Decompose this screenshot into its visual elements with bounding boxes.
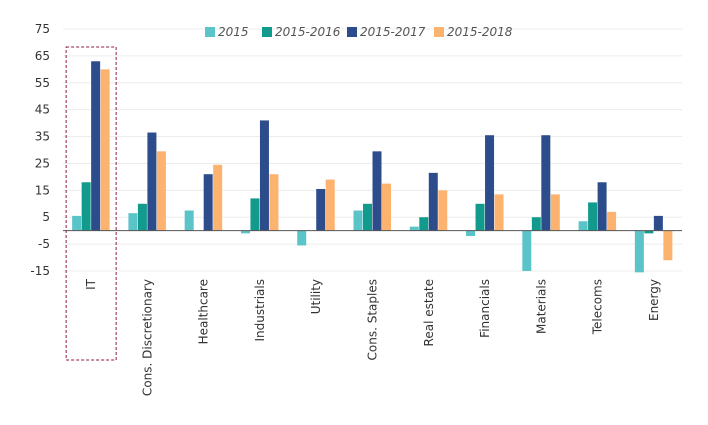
bar-2015-2018-healthcare [213, 164, 223, 231]
category-label: Utility [309, 279, 323, 314]
bar-2015-healthcare [184, 210, 194, 231]
bar-2015-2017-utility [316, 188, 326, 231]
y-tick-label: 35 [35, 130, 50, 144]
category-label: Industrials [253, 279, 267, 342]
bar-2015-cons-staples [353, 210, 363, 231]
category-label: Real estate [422, 279, 436, 346]
legend-label: 2015 [218, 25, 249, 39]
legend-label: 2015-2017 [360, 25, 426, 39]
bar-2015-cons-discretionary [128, 213, 138, 231]
bar-2015-2016-industrials [250, 198, 260, 231]
bar-2015-2016-cons-discretionary [137, 203, 147, 231]
bar-2015-2018-real-estate [438, 190, 448, 231]
legend: 2015 2015-2016 2015-2017 2015-2018 [205, 25, 513, 39]
category-label: Financials [478, 279, 492, 338]
category-labels: IT Cons. Discretionary Healthcare Industria… [84, 278, 661, 396]
bar-2015-2016-materials [531, 217, 541, 231]
y-tick-label: 55 [35, 76, 50, 90]
bar-2015-2017-telecoms [597, 182, 607, 231]
bar-2015-2017-materials [541, 135, 551, 231]
bar-2015-2017-cons-discretionary [147, 132, 157, 231]
y-tick-label: 75 [35, 22, 50, 36]
category-label: IT [84, 278, 98, 290]
bar-2015-2017-healthcare [203, 174, 213, 231]
legend-label: 2015-2016 [275, 25, 341, 39]
category-label: Energy [647, 279, 661, 321]
bar-2015-2018-cons-discretionary [156, 151, 166, 231]
bar-2015-financials [466, 230, 476, 237]
y-tick-label: 15 [35, 183, 50, 197]
bar-2015-2016-energy [644, 230, 654, 234]
bar-2015-2017-real-estate [428, 172, 438, 231]
category-label: Materials [534, 279, 548, 334]
y-tick-label: -15 [30, 264, 50, 278]
bar-2015-telecoms [578, 221, 588, 231]
legend-swatch [262, 27, 272, 37]
y-tick-label: 45 [35, 103, 50, 117]
bar-2015-2017-financials [485, 135, 495, 231]
highlight-box [65, 46, 117, 361]
category-label: Telecoms [591, 279, 605, 335]
bar-2015-2018-cons-staples [382, 183, 391, 231]
bar-2015-materials [522, 230, 532, 271]
bar-2015-2018-it [100, 69, 110, 231]
bar-2015-2016-it [81, 182, 91, 231]
y-tick-label: 5 [42, 210, 50, 224]
bar-2015-energy [634, 230, 644, 273]
bars [72, 61, 673, 273]
legend-label: 2015-2018 [447, 25, 513, 39]
bar-2015-2018-telecoms [607, 211, 617, 231]
bar-2015-utility [297, 230, 307, 246]
bar-2015-2017-it [91, 61, 101, 231]
bar-2015-2016-cons-staples [363, 203, 372, 231]
bar-2015-2018-utility [325, 179, 335, 231]
bar-2015-2016-real-estate [419, 217, 429, 231]
y-tick-label: 65 [35, 49, 50, 63]
bar-2015-2016-telecoms [588, 202, 598, 231]
bar-2015-2018-industrials [269, 174, 279, 231]
legend-swatch [434, 27, 444, 37]
bar-2015-it [72, 215, 82, 231]
legend-swatch [347, 27, 357, 37]
legend-swatch [205, 27, 215, 37]
y-axis: 75 65 55 45 35 25 15 5 -5 -15 [30, 22, 50, 278]
bar-2015-2016-financials [475, 203, 485, 231]
highlight-box [65, 46, 117, 361]
y-tick-label: 25 [35, 156, 50, 170]
bar-2015-2017-industrials [259, 120, 269, 231]
bar-2015-2018-energy [663, 230, 673, 261]
bar-2015-2017-cons-staples [372, 151, 382, 231]
bar-2015-2018-financials [494, 194, 504, 231]
bar-2015-2018-materials [550, 194, 560, 231]
category-label: Cons. Staples [366, 279, 380, 360]
bar-2015-real-estate [409, 226, 419, 231]
category-label: Healthcare [197, 279, 211, 344]
bar-2015-2017-energy [653, 215, 663, 231]
category-label: Cons. Discretionary [140, 279, 154, 396]
y-tick-label: -5 [38, 237, 50, 251]
bar-2015-industrials [240, 230, 250, 234]
